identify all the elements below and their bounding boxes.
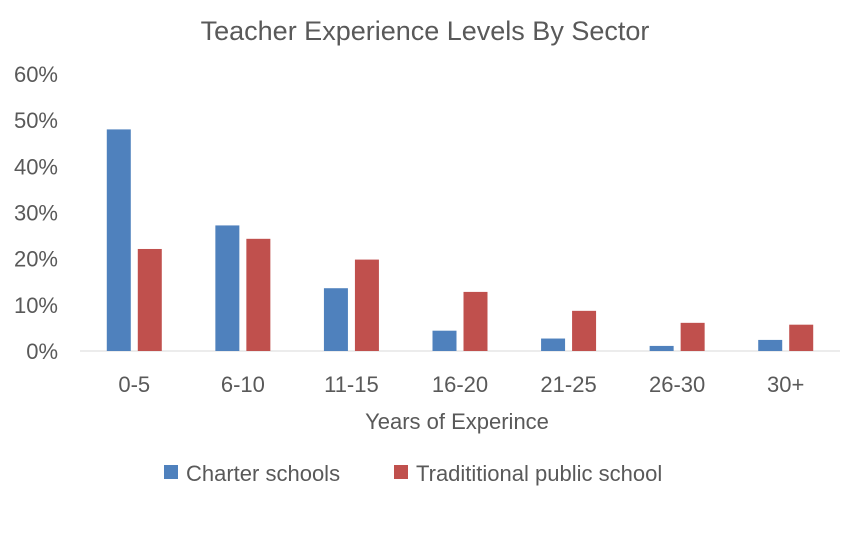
bar-charter-21-25 [541,338,566,351]
bar-charter-6-10 [215,225,240,351]
bar-traditional-21-25 [572,310,597,351]
legend-label-charter: Charter schools [186,461,340,486]
x-tick-label: 16-20 [432,372,488,397]
x-axis-title: Years of Experince [365,409,549,434]
x-tick-label: 11-15 [324,372,379,397]
y-tick-label: 10% [14,293,58,318]
legend-swatch-charter [164,465,178,479]
x-tick-label: 30+ [767,372,804,397]
y-tick-label: 20% [14,247,58,272]
bar-traditional-16-20 [463,291,488,351]
chart-title: Teacher Experience Levels By Sector [201,16,650,46]
x-tick-label: 0-5 [118,372,150,397]
bar-traditional-0-5 [137,248,162,351]
bar-charter-30+ [758,339,783,351]
bar-traditional-30+ [789,324,814,351]
legend-swatch-traditional [394,465,408,479]
bar-traditional-6-10 [246,238,271,351]
bars-group [106,129,814,351]
x-tick-label: 6-10 [221,372,265,397]
y-tick-label: 40% [14,154,58,179]
y-tick-label: 60% [14,62,58,87]
bar-traditional-26-30 [680,322,705,351]
x-axis-tick-labels: 0-5 6-10 11-15 16-20 21-25 26-30 30+ [118,372,804,397]
y-tick-label: 30% [14,201,58,226]
bar-charter-16-20 [432,330,457,351]
legend-label-traditional: Tradititional public school [416,461,662,486]
bar-traditional-11-15 [354,259,379,351]
bar-charter-11-15 [323,288,348,351]
y-tick-label: 50% [14,108,58,133]
legend: Charter schools Tradititional public scho… [164,461,662,486]
x-tick-label: 21-25 [540,372,596,397]
y-axis-tick-labels: 0% 10% 20% 30% 40% 50% 60% [14,62,58,364]
bar-charter-26-30 [649,345,674,351]
x-tick-label: 26-30 [649,372,705,397]
y-tick-label: 0% [26,339,58,364]
bar-charter-0-5 [106,129,131,351]
